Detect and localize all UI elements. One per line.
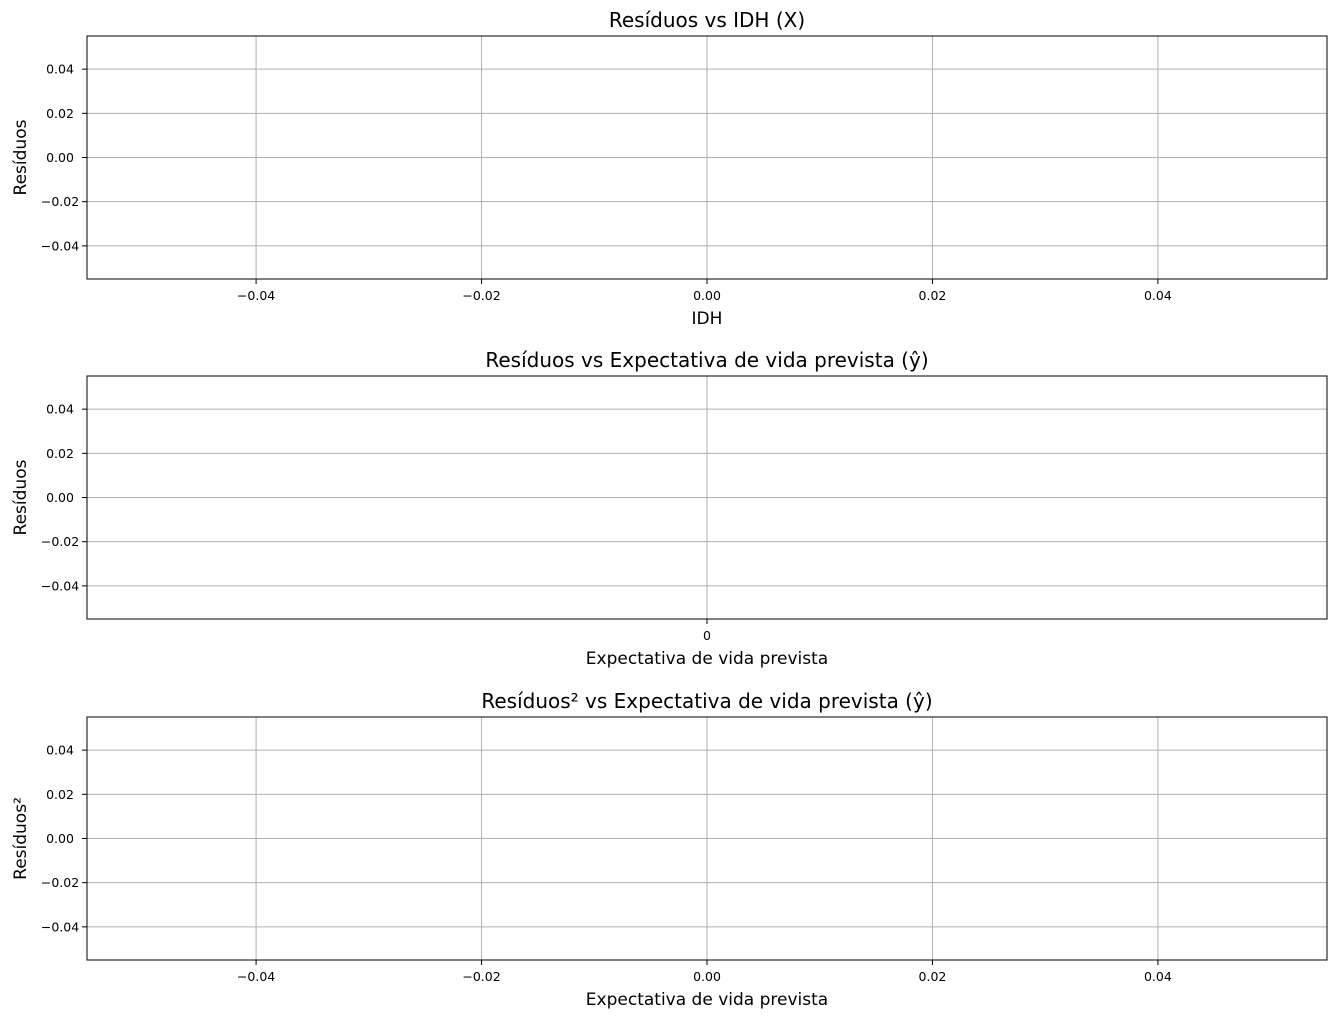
- y-tick-label: 0.02: [46, 446, 74, 461]
- x-tick-label: 0.02: [919, 288, 947, 303]
- y-tick-label: −0.02: [41, 875, 79, 890]
- y-tick-label: 0.00: [46, 490, 74, 505]
- chart-title: Resíduos vs Expectativa de vida prevista…: [485, 348, 928, 372]
- y-tick-label: 0.04: [46, 743, 74, 758]
- y-tick-label: 0.04: [46, 402, 74, 417]
- x-tick-label: −0.04: [237, 288, 275, 303]
- y-tick-label: −0.04: [41, 578, 79, 593]
- y-axis-label: Resíduos: [11, 119, 31, 195]
- x-tick-label: −0.02: [462, 969, 500, 984]
- x-tick-label: 0: [703, 628, 711, 643]
- chart-title: Resíduos vs IDH (X): [609, 8, 805, 32]
- x-tick-label: 0.04: [1144, 288, 1172, 303]
- y-axis-label: Resíduos: [11, 459, 31, 535]
- x-tick-label: −0.02: [462, 288, 500, 303]
- x-tick-label: 0.02: [919, 969, 947, 984]
- axes-frame: [86, 35, 1328, 280]
- x-tick-label: 0.00: [693, 288, 721, 303]
- y-tick-label: 0.02: [46, 106, 74, 121]
- y-tick-label: −0.02: [41, 194, 79, 209]
- y-tick-label: 0.00: [46, 831, 74, 846]
- x-axis-label: IDH: [692, 309, 723, 329]
- y-tick-label: −0.04: [41, 238, 79, 253]
- axes-frame: [86, 716, 1328, 961]
- x-tick-label: 0.04: [1144, 969, 1172, 984]
- y-tick-label: 0.00: [46, 150, 74, 165]
- y-tick-label: 0.04: [46, 62, 74, 77]
- y-tick-label: −0.04: [41, 919, 79, 934]
- y-tick-label: −0.02: [41, 534, 79, 549]
- axes-frame: [86, 375, 1328, 620]
- x-tick-label: −0.04: [237, 969, 275, 984]
- x-tick-label: 0.00: [693, 969, 721, 984]
- x-axis-label: Expectativa de vida prevista: [586, 649, 828, 669]
- x-axis-label: Expectativa de vida prevista: [586, 990, 828, 1010]
- chart-title: Resíduos² vs Expectativa de vida previst…: [481, 689, 932, 713]
- y-tick-label: 0.02: [46, 787, 74, 802]
- y-axis-label: Resíduos²: [11, 797, 31, 880]
